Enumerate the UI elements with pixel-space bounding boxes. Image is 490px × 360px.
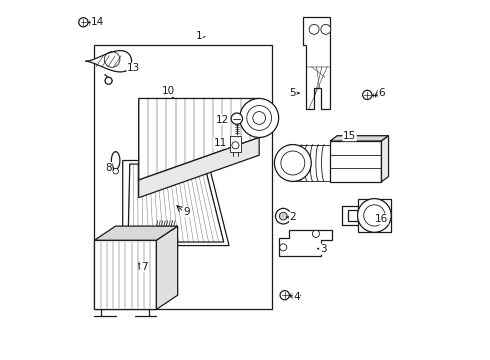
Polygon shape xyxy=(348,210,358,221)
Circle shape xyxy=(240,99,279,138)
Polygon shape xyxy=(330,141,381,182)
Polygon shape xyxy=(86,51,132,72)
Circle shape xyxy=(279,212,287,220)
Polygon shape xyxy=(303,17,330,109)
Circle shape xyxy=(253,112,266,124)
Text: 1: 1 xyxy=(196,31,202,41)
Text: 2: 2 xyxy=(290,212,296,222)
Circle shape xyxy=(312,230,319,238)
Polygon shape xyxy=(156,226,178,309)
Polygon shape xyxy=(128,164,224,242)
Circle shape xyxy=(280,244,287,251)
Circle shape xyxy=(363,90,372,100)
Text: 16: 16 xyxy=(375,214,388,224)
Text: 11: 11 xyxy=(214,138,227,148)
Text: 10: 10 xyxy=(162,86,175,96)
Text: 7: 7 xyxy=(141,262,147,272)
Polygon shape xyxy=(95,240,156,309)
Polygon shape xyxy=(230,136,241,152)
Circle shape xyxy=(105,77,112,84)
Text: 4: 4 xyxy=(293,292,300,302)
Text: 3: 3 xyxy=(319,244,326,254)
Circle shape xyxy=(280,291,289,300)
Circle shape xyxy=(309,24,319,34)
Circle shape xyxy=(275,208,291,224)
Polygon shape xyxy=(381,136,389,182)
Text: 6: 6 xyxy=(378,88,385,98)
Circle shape xyxy=(321,24,331,34)
Text: 12: 12 xyxy=(215,115,229,125)
Text: 14: 14 xyxy=(91,17,104,27)
Polygon shape xyxy=(330,136,389,141)
Polygon shape xyxy=(139,138,259,198)
Polygon shape xyxy=(279,230,332,256)
Polygon shape xyxy=(95,226,178,240)
Text: 8: 8 xyxy=(105,163,112,172)
Circle shape xyxy=(79,18,88,27)
Circle shape xyxy=(231,113,243,124)
Circle shape xyxy=(274,145,311,181)
Text: 9: 9 xyxy=(183,207,190,217)
Ellipse shape xyxy=(358,199,391,232)
Circle shape xyxy=(113,168,119,174)
Text: 15: 15 xyxy=(343,131,356,141)
Text: 5: 5 xyxy=(290,88,296,98)
Text: 13: 13 xyxy=(127,63,140,73)
Polygon shape xyxy=(139,99,259,180)
